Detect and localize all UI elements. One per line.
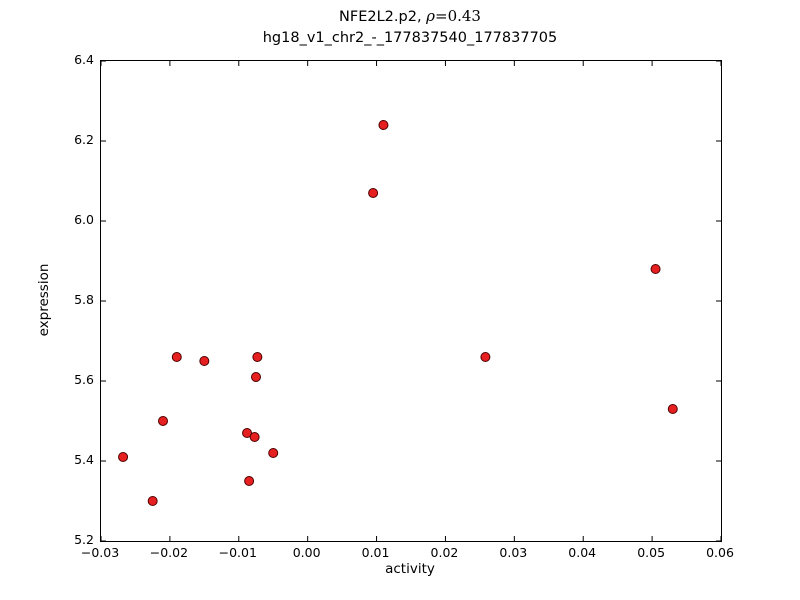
scatter-plot-canvas — [101, 61, 721, 541]
y-tick-label: 6.0 — [74, 212, 94, 227]
x-tick-label: −0.01 — [218, 545, 257, 560]
chart-title-rho-value: =0.43 — [435, 7, 481, 25]
chart-title-gene: NFE2L2.p2, — [339, 9, 427, 25]
chart-title-line1: NFE2L2.p2, ρ=0.43 — [100, 6, 720, 28]
scatter-point — [147, 496, 158, 506]
x-tick-label: 0.00 — [292, 545, 321, 560]
y-tick-label: 5.8 — [74, 292, 94, 307]
scatter-point — [268, 448, 279, 458]
scatter-point — [118, 452, 129, 462]
scatter-point — [158, 416, 168, 426]
x-tick-label: 0.02 — [430, 545, 459, 560]
y-axis-title: expression — [36, 263, 52, 337]
scatter-point — [667, 404, 678, 414]
plot-area — [100, 60, 722, 542]
y-tick-label: 6.2 — [74, 132, 94, 147]
scatter-point — [368, 188, 379, 198]
scatter-point — [244, 476, 255, 486]
x-tick-label: −0.02 — [149, 545, 189, 560]
scatter-point — [480, 352, 491, 362]
chart-title: NFE2L2.p2, ρ=0.43 hg18_v1_chr2_-_1778375… — [100, 6, 720, 49]
scatter-point — [378, 120, 389, 130]
x-tick-label: −0.03 — [80, 545, 120, 560]
y-tick-label: 5.4 — [74, 452, 94, 467]
x-axis-title: activity — [385, 561, 435, 577]
scatter-point — [199, 356, 210, 366]
y-tick-label: 6.4 — [74, 52, 94, 67]
scatter-point — [252, 352, 263, 362]
scatter-point — [171, 352, 182, 362]
scatter-point — [650, 264, 661, 274]
y-tick-label: 5.6 — [74, 372, 94, 387]
x-tick-label: 0.05 — [637, 545, 666, 560]
scatter-point — [251, 372, 261, 382]
x-tick-label: 0.06 — [706, 545, 734, 560]
scatter-point — [249, 432, 260, 442]
x-tick-label: 0.03 — [499, 545, 528, 560]
y-tick-label: 5.2 — [74, 532, 94, 547]
x-tick-label: 0.01 — [361, 545, 390, 560]
chart-title-rho-symbol: ρ — [426, 7, 435, 25]
scatter-point — [242, 428, 253, 438]
chart-subtitle: hg18_v1_chr2_-_177837540_177837705 — [262, 30, 558, 46]
x-tick-label: 0.04 — [568, 545, 597, 560]
